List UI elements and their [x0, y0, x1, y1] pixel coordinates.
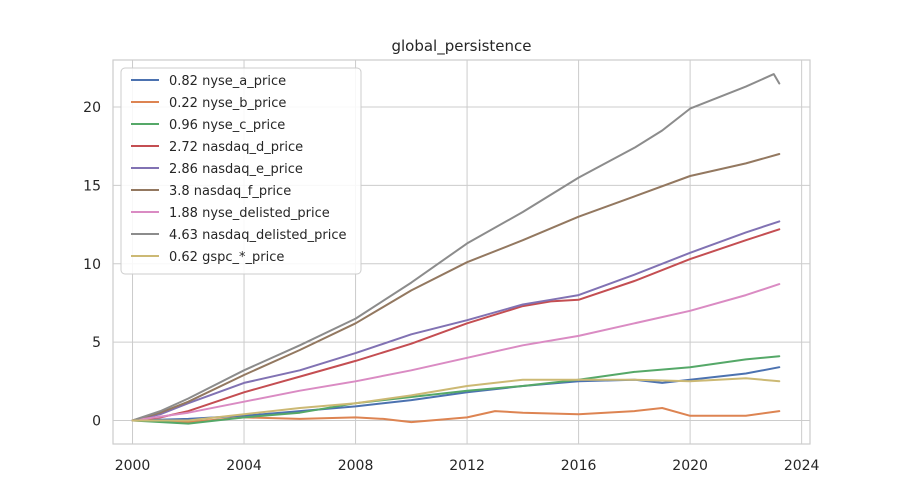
x-tick-label: 2004 — [226, 458, 262, 474]
series-line — [131, 407, 781, 424]
x-tick-label: 2000 — [115, 458, 151, 474]
legend-label: 0.96 nyse_c_price — [169, 118, 285, 133]
series-line — [131, 228, 781, 422]
legend-label: 4.63 nasdaq_delisted_price — [169, 228, 346, 243]
legend-label: 2.72 nasdaq_d_price — [169, 140, 303, 155]
legend-label: 2.86 nasdaq_e_price — [169, 162, 303, 177]
x-tick-label: 2020 — [672, 458, 708, 474]
y-tick-label: 15 — [83, 178, 101, 194]
series-line — [131, 73, 781, 422]
legend-label: 1.88 nyse_delisted_price — [169, 206, 330, 221]
series-line — [131, 220, 781, 422]
series-line — [131, 366, 781, 422]
legend-label: 0.62 gspc_*_price — [169, 250, 284, 265]
legend-frame — [120, 67, 362, 275]
x-tick-label: 2024 — [784, 458, 820, 474]
series-line — [131, 377, 781, 422]
y-tick-label: 20 — [83, 100, 101, 116]
series-line — [131, 153, 781, 422]
y-tick-label: 0 — [92, 413, 101, 429]
plot-frame — [112, 59, 811, 445]
chart-title: global_persistence — [391, 37, 531, 56]
y-axis-ticks: 0 5 10 15 20 — [83, 100, 101, 429]
legend-label: 3.8 nasdaq_f_price — [169, 184, 291, 199]
legend-label: 0.22 nyse_b_price — [169, 96, 286, 111]
series-line — [131, 355, 781, 425]
y-tick-label: 5 — [92, 335, 101, 351]
legend-label: 0.82 nyse_a_price — [169, 74, 286, 89]
x-tick-label: 2012 — [449, 458, 485, 474]
y-tick-label: 10 — [83, 257, 101, 273]
x-tick-label: 2008 — [338, 458, 374, 474]
x-tick-label: 2016 — [561, 458, 597, 474]
series-lines — [131, 73, 781, 425]
series-line — [131, 283, 781, 422]
x-axis-ticks: 2000 2004 2008 2012 2016 2020 2024 — [115, 458, 820, 474]
legend: 0.82 nyse_a_price 0.22 nyse_b_price 0.96 n… — [120, 67, 362, 275]
